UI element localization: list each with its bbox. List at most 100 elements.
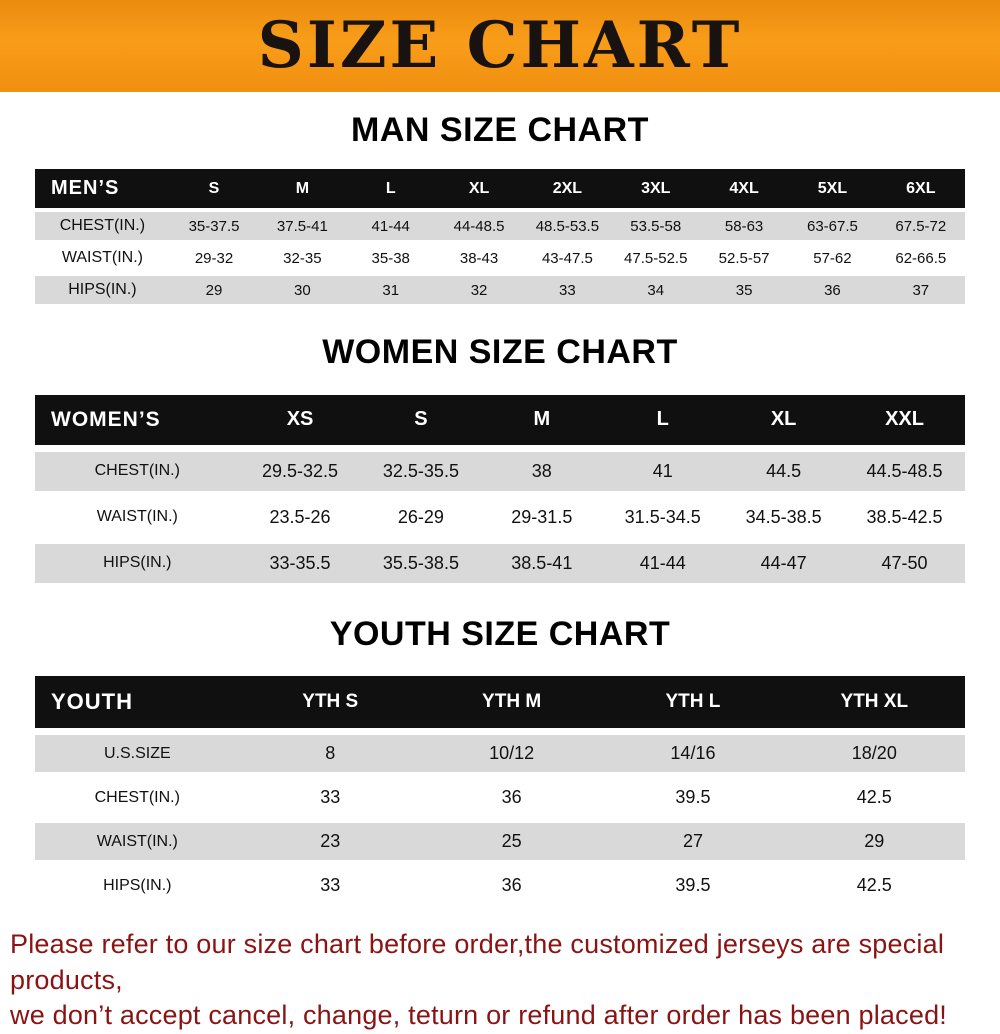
size-value-cell: 47-50 xyxy=(844,543,965,583)
men-size-column-header: 5XL xyxy=(788,169,877,209)
row-label: CHEST(IN.) xyxy=(35,451,240,491)
youth-section-heading: YOUTH SIZE CHART xyxy=(329,614,671,653)
size-value-cell: 32-35 xyxy=(258,244,347,273)
size-value-cell: 37.5-41 xyxy=(258,212,347,241)
youth-size-table: YOUTH YTH S YTH M YTH L YTH XL U.S.SIZE 8 10/12… xyxy=(35,669,965,911)
size-value-cell: 29 xyxy=(783,823,965,861)
size-value-cell: 42.5 xyxy=(783,779,965,817)
youth-measurement-row: CHEST(IN.) 33 36 39.5 42.5 xyxy=(35,779,965,817)
banner-title: SIZE CHART xyxy=(257,8,743,83)
size-value-cell: 33 xyxy=(239,779,421,817)
size-value-cell: 57-62 xyxy=(788,244,877,273)
size-value-cell: 35.5-38.5 xyxy=(360,543,482,583)
size-value-cell: 23 xyxy=(239,823,421,861)
youth-measurement-row: WAIST(IN.) 23 25 27 29 xyxy=(35,823,965,861)
size-value-cell: 29.5-32.5 xyxy=(239,451,361,491)
size-value-cell: 53.5-58 xyxy=(611,212,700,241)
size-value-cell: 27 xyxy=(602,823,784,861)
youth-measurement-row: U.S.SIZE 8 10/12 14/16 18/20 xyxy=(35,735,965,773)
row-label: WAIST(IN.) xyxy=(35,244,170,273)
size-value-cell: 41-44 xyxy=(602,543,724,583)
size-value-cell: 52.5-57 xyxy=(699,244,789,273)
youth-size-column-header: YTH M xyxy=(420,676,603,729)
youth-size-column-header: YTH L xyxy=(602,676,784,729)
youth-measurement-row: HIPS(IN.) 33 36 39.5 42.5 xyxy=(35,867,965,905)
size-value-cell: 39.5 xyxy=(602,779,784,817)
row-label: CHEST(IN.) xyxy=(35,212,170,241)
men-size-column-header: L xyxy=(346,169,435,209)
men-size-column-header: XL xyxy=(434,169,524,209)
men-table-wrap: MEN’S S M L XL 2XL 3XL 4XL 5XL 6XL CHEST(IN.) 35-37… xyxy=(35,165,965,308)
youth-size-column-header: YTH XL xyxy=(783,676,965,729)
row-label: CHEST(IN.) xyxy=(35,779,240,817)
disclaimer-line-2: we don’t accept cancel, change, teturn o… xyxy=(10,1000,947,1031)
women-size-column-header: M xyxy=(481,394,603,445)
size-value-cell: 25 xyxy=(420,823,603,861)
size-value-cell: 34.5-38.5 xyxy=(723,497,845,537)
men-size-column-header: 4XL xyxy=(699,169,789,209)
women-section-heading: WOMEN SIZE CHART xyxy=(322,333,678,372)
size-value-cell: 43-47.5 xyxy=(523,244,612,273)
men-section-heading: MAN SIZE CHART xyxy=(351,111,649,149)
women-size-column-header: XXL xyxy=(844,394,965,445)
disclaimer-text: Please refer to our size chart before or… xyxy=(0,927,1000,1034)
size-value-cell: 29-31.5 xyxy=(481,497,603,537)
size-value-cell: 44.5-48.5 xyxy=(844,451,965,491)
size-value-cell: 33 xyxy=(523,276,612,305)
size-value-cell: 37 xyxy=(876,276,965,305)
size-value-cell: 8 xyxy=(239,735,421,773)
men-header-row: MEN’S S M L XL 2XL 3XL 4XL 5XL 6XL xyxy=(35,169,965,209)
disclaimer-line-1: Please refer to our size chart before or… xyxy=(10,929,945,995)
size-value-cell: 29-32 xyxy=(169,244,259,273)
size-value-cell: 41-44 xyxy=(346,212,435,241)
men-size-table: MEN’S S M L XL 2XL 3XL 4XL 5XL 6XL CHEST(IN.) 35-37… xyxy=(35,165,965,308)
row-label: HIPS(IN.) xyxy=(35,276,170,305)
men-table-label: MEN’S xyxy=(35,169,170,209)
size-value-cell: 34 xyxy=(611,276,700,305)
size-value-cell: 30 xyxy=(258,276,347,305)
men-measurement-row: CHEST(IN.) 35-37.5 37.5-41 41-44 44-48.5 48.5… xyxy=(35,212,965,241)
size-value-cell: 36 xyxy=(788,276,877,305)
size-value-cell: 31 xyxy=(346,276,435,305)
youth-size-column-header: YTH S xyxy=(239,676,421,729)
size-value-cell: 36 xyxy=(420,867,603,905)
women-size-table: WOMEN’S XS S M L XL XXL CHEST(IN.) 29.5-32.5 32.5… xyxy=(35,388,965,590)
row-label: WAIST(IN.) xyxy=(35,497,240,537)
women-measurement-row: CHEST(IN.) 29.5-32.5 32.5-35.5 38 41 44.5 44.5… xyxy=(35,451,965,491)
women-table-wrap: WOMEN’S XS S M L XL XXL CHEST(IN.) 29.5-32.5 32.5… xyxy=(35,388,965,590)
size-value-cell: 58-63 xyxy=(699,212,789,241)
size-value-cell: 41 xyxy=(602,451,724,491)
men-size-column-header: 3XL xyxy=(611,169,700,209)
men-measurement-row: HIPS(IN.) 29 30 31 32 33 34 35 36 37 xyxy=(35,276,965,305)
women-size-column-header: L xyxy=(602,394,724,445)
size-value-cell: 36 xyxy=(420,779,603,817)
size-value-cell: 14/16 xyxy=(602,735,784,773)
men-size-column-header: S xyxy=(169,169,259,209)
men-size-column-header: 6XL xyxy=(876,169,965,209)
women-measurement-row: HIPS(IN.) 33-35.5 35.5-38.5 38.5-41 41-44 44-… xyxy=(35,543,965,583)
size-value-cell: 33-35.5 xyxy=(239,543,361,583)
youth-table-wrap: YOUTH YTH S YTH M YTH L YTH XL U.S.SIZE 8 10/12… xyxy=(35,669,965,911)
row-label: U.S.SIZE xyxy=(35,735,240,773)
women-size-column-header: S xyxy=(360,394,482,445)
row-label: HIPS(IN.) xyxy=(35,867,240,905)
size-value-cell: 67.5-72 xyxy=(876,212,965,241)
size-value-cell: 38.5-41 xyxy=(481,543,603,583)
size-value-cell: 38 xyxy=(481,451,603,491)
size-value-cell: 44.5 xyxy=(723,451,845,491)
women-size-column-header: XL xyxy=(723,394,845,445)
size-value-cell: 29 xyxy=(169,276,259,305)
size-value-cell: 39.5 xyxy=(602,867,784,905)
size-value-cell: 23.5-26 xyxy=(239,497,361,537)
size-value-cell: 32 xyxy=(434,276,524,305)
size-value-cell: 33 xyxy=(239,867,421,905)
size-value-cell: 62-66.5 xyxy=(876,244,965,273)
men-measurement-row: WAIST(IN.) 29-32 32-35 35-38 38-43 43-47.5 47.… xyxy=(35,244,965,273)
women-size-column-header: XS xyxy=(239,394,361,445)
men-size-column-header: M xyxy=(258,169,347,209)
size-value-cell: 48.5-53.5 xyxy=(523,212,612,241)
size-value-cell: 32.5-35.5 xyxy=(360,451,482,491)
size-value-cell: 44-47 xyxy=(723,543,845,583)
size-value-cell: 47.5-52.5 xyxy=(611,244,700,273)
women-table-label: WOMEN’S xyxy=(35,394,240,445)
